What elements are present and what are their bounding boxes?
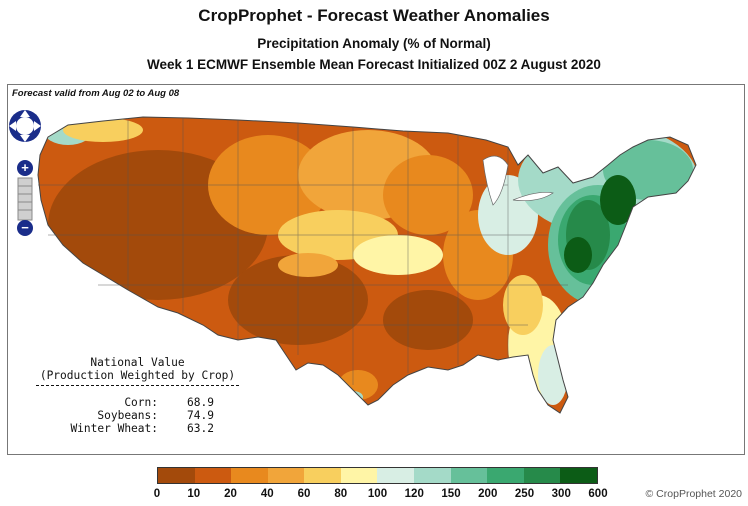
legend-swatch xyxy=(267,468,305,483)
legend-swatch xyxy=(560,468,597,483)
national-row-soybeans: Soybeans: 74.9 xyxy=(30,409,245,422)
forecast-valid-label: Forecast valid from Aug 02 to Aug 08 xyxy=(12,88,180,99)
state-borders xyxy=(38,118,568,385)
legend-tick-label: 0 xyxy=(153,488,161,500)
lake-erie xyxy=(512,191,554,202)
national-row-winter-wheat: Winter Wheat: 63.2 xyxy=(30,422,245,435)
legend-swatch xyxy=(194,468,232,483)
forecast-info: Week 1 ECMWF Ensemble Mean Forecast Init… xyxy=(147,57,601,72)
legend-tick-label: 80 xyxy=(334,488,348,500)
zoom-in-button[interactable]: + xyxy=(17,160,33,176)
legend-swatch xyxy=(377,468,415,483)
legend-tick-label: 600 xyxy=(588,488,608,500)
color-legend xyxy=(157,467,598,484)
crop-label: Soybeans: xyxy=(97,409,158,422)
map-frame[interactable] xyxy=(7,84,745,455)
crop-label: Winter Wheat: xyxy=(70,422,158,435)
legend-tick-label: 200 xyxy=(478,488,498,500)
national-value-panel: National Value (Production Weighted by C… xyxy=(30,356,245,435)
chart-title: CropProphet - Forecast Weather Anomalies xyxy=(198,6,550,25)
chart-subtitle: Precipitation Anomaly (% of Normal) xyxy=(257,36,491,51)
zoom-in-label: + xyxy=(21,160,29,175)
legend-swatch xyxy=(450,468,488,483)
legend-tick-label: 150 xyxy=(441,488,461,500)
divider xyxy=(36,385,239,386)
crop-value: 63.2 xyxy=(187,422,214,435)
pan-control[interactable] xyxy=(9,110,41,142)
zoom-slider-ticks xyxy=(18,185,32,211)
legend-tick-label: 250 xyxy=(514,488,535,500)
legend-ticks: 0 10 20 40 60 80 100 120 150 200 250 300 600 xyxy=(0,488,748,504)
zoom-out-button[interactable]: − xyxy=(17,220,33,236)
crop-value: 68.9 xyxy=(187,396,214,409)
legend-swatch xyxy=(304,468,341,483)
national-subheading: (Production Weighted by Crop) xyxy=(39,369,236,382)
us-precip-map xyxy=(37,116,697,414)
map-nav-controls: + − xyxy=(9,110,41,236)
legend-swatch xyxy=(487,468,524,483)
crop-label: Corn: xyxy=(124,396,158,409)
legend-tick-label: 300 xyxy=(551,488,571,500)
legend-tick-label: 20 xyxy=(224,488,237,500)
great-lakes xyxy=(482,155,509,206)
legend-tick-label: 60 xyxy=(297,488,311,500)
copyright: © CropProphet 2020 xyxy=(645,488,742,500)
zoom-slider-track[interactable] xyxy=(17,177,33,221)
legend-swatch xyxy=(340,468,378,483)
legend-swatch xyxy=(231,468,268,483)
legend-swatch xyxy=(158,468,195,483)
national-heading: National Value xyxy=(90,356,185,369)
legend-tick-label: 10 xyxy=(187,488,201,500)
national-row-corn: Corn: 68.9 xyxy=(30,396,245,409)
legend-tick-label: 40 xyxy=(260,488,274,500)
crop-value: 74.9 xyxy=(187,409,214,422)
legend-tick-label: 120 xyxy=(404,488,424,500)
legend-swatch xyxy=(523,468,561,483)
legend-tick-label: 100 xyxy=(367,488,388,500)
legend-swatch xyxy=(414,468,451,483)
zoom-out-label: − xyxy=(21,220,29,235)
